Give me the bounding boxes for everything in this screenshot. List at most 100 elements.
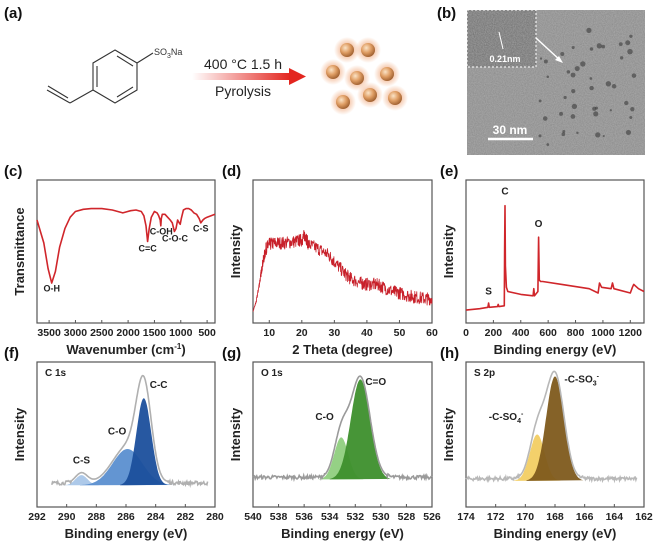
tem-particle: [562, 130, 566, 133]
tem-particle: [560, 52, 565, 57]
x-tick-label: 400: [512, 327, 530, 339]
peak-label: -C-SO3-: [564, 373, 599, 387]
peak-label: C=O: [365, 377, 386, 388]
tem-particle: [563, 95, 567, 100]
y-axis-label: Intensity: [12, 407, 27, 461]
peak-label: C-C: [150, 380, 168, 391]
tem-particle: [571, 89, 576, 94]
x-tick-label: 286: [117, 511, 135, 523]
tem-particle: [589, 85, 594, 91]
fitted-peak-0: [62, 475, 101, 486]
peak-label-sup: -: [597, 373, 600, 380]
carbon-dot-particle: [361, 43, 375, 57]
x-tick-label: 174: [457, 511, 475, 523]
tem-particle: [546, 143, 550, 146]
peak-label: C-O: [108, 427, 127, 438]
series-line: [252, 230, 433, 312]
panel-label-d: (d): [222, 163, 241, 180]
tem-particle: [566, 70, 571, 74]
x-tick-label: 170: [517, 511, 535, 523]
x-axis-label-sup: -1: [174, 342, 182, 351]
peak-label-text: -C-SO: [489, 412, 518, 423]
peak-annotation: S: [485, 286, 492, 297]
x-tick-label: 532: [347, 511, 365, 523]
tem-particle: [561, 132, 566, 137]
lattice-marker: [498, 31, 504, 50]
y-axis-label: Intensity: [228, 224, 243, 278]
x-axis-label: 2 Theta (degree): [292, 342, 392, 357]
x-tick-label: 30: [329, 327, 341, 339]
x-tick-label: 3000: [64, 327, 88, 339]
peak-label-text: C-C: [150, 380, 168, 391]
peak-label-text: -C-SO: [564, 374, 593, 385]
x-tick-label: 200: [485, 327, 503, 339]
chart-d: 10 20 30 40 50 60 2 Theta (degree) Intensity: [228, 179, 438, 357]
x-tick-label: 164: [606, 511, 624, 523]
peak-label-text: C=O: [365, 377, 386, 388]
chart-h: 174 172 170 168 166 164 162 Binding energy (eV)…: [441, 361, 653, 541]
inset-pointer-arrow: [535, 37, 562, 62]
tem-particle: [543, 59, 548, 64]
sulfonate-label: SO3Na: [154, 47, 182, 60]
tem-particle: [601, 44, 606, 49]
tem-particle: [542, 116, 548, 121]
carbon-dot-particle: [326, 65, 340, 79]
tem-particle: [539, 57, 543, 60]
tem-particle: [546, 75, 550, 79]
x-tick-label: 538: [270, 511, 288, 523]
x-tick-label: 292: [28, 511, 46, 523]
x-axis-label: Binding energy (eV): [494, 526, 617, 541]
peak-label-text: C-S: [73, 456, 91, 467]
tem-particle: [602, 135, 605, 138]
chart-g: 540 538 536 534 532 530 528 526 Binding energy (…: [228, 361, 441, 541]
x-tick-label: 500: [198, 327, 216, 339]
tem-particle: [571, 46, 575, 50]
tem-particle: [620, 56, 624, 60]
fitted-peak-1: [526, 376, 584, 481]
x-tick-label: 280: [206, 511, 224, 523]
peak-label-sub: 4: [517, 418, 521, 425]
peak-label: C-S: [73, 456, 91, 467]
tem-particle: [570, 72, 576, 78]
x-axis-label: Binding energy (eV): [281, 526, 404, 541]
tem-particle: [589, 77, 593, 80]
peak-annotation: C-O-C: [162, 233, 188, 243]
x-tick-label: 530: [372, 511, 390, 523]
peak-label: -C-SO4-: [489, 411, 524, 425]
y-axis-label: Intensity: [228, 407, 243, 461]
tem-particle: [570, 114, 576, 119]
tem-particle: [589, 47, 594, 51]
carbon-dot-particle: [340, 43, 354, 57]
tem-particle: [595, 106, 599, 110]
x-axis-label: Binding energy (eV): [65, 526, 188, 541]
series-line: [465, 204, 645, 311]
carbon-dot-particle: [350, 71, 364, 85]
x-tick-label: 40: [361, 327, 373, 339]
reaction-process: Pyrolysis: [215, 83, 271, 99]
tem-particle: [631, 73, 637, 78]
x-tick-label: 534: [321, 511, 339, 523]
tem-particle: [611, 84, 617, 89]
tem-particle: [630, 107, 635, 112]
x-tick-label: 536: [295, 511, 313, 523]
tem-particle: [629, 34, 633, 38]
spectrum-title: S 2p: [474, 368, 495, 379]
series-line: [36, 207, 216, 284]
tem-particle: [618, 42, 623, 47]
x-tick-label: 528: [398, 511, 416, 523]
x-tick-label: 282: [177, 511, 195, 523]
x-tick-label: 526: [423, 511, 441, 523]
panel-label-e: (e): [440, 163, 458, 180]
y-axis-label: Transmittance: [12, 207, 27, 295]
x-tick-label: 2500: [90, 327, 114, 339]
carbon-dot-particle: [336, 95, 350, 109]
tem-particle: [559, 111, 564, 116]
y-axis-label: Intensity: [441, 224, 456, 278]
reaction-arrow-head: [289, 68, 306, 85]
fitted-peak-1: [329, 379, 392, 480]
x-tick-label: 1000: [591, 327, 615, 339]
x-tick-label: 3500: [37, 327, 61, 339]
peak-label-text: C-O: [315, 412, 334, 423]
